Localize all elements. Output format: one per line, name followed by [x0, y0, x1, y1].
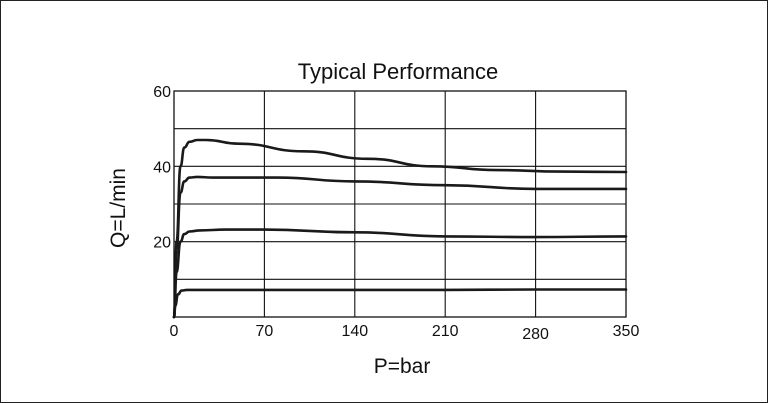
y-tick-label: 40 — [153, 159, 171, 176]
x-tick-label: 70 — [256, 323, 274, 340]
y-tick-label: 60 — [153, 84, 171, 101]
x-tick-label: 350 — [613, 323, 640, 340]
x-tick-label: 140 — [341, 323, 368, 340]
y-tick-label: 20 — [153, 235, 171, 252]
x-tick-label: 0 — [170, 323, 179, 340]
x-axis-label: P=bar — [374, 355, 431, 378]
series-line-4 — [172, 288, 628, 319]
grid — [174, 91, 626, 317]
tick-labels: 0 70 140 210 280 350 20 40 60 — [153, 84, 639, 343]
series-line-2 — [172, 175, 628, 319]
series-lines — [172, 138, 628, 319]
plot-border — [173, 90, 627, 318]
x-tick-label: 210 — [432, 323, 459, 340]
series-line-1 — [172, 138, 628, 319]
series-line-3 — [172, 228, 628, 319]
y-axis-label: Q=L/min — [107, 168, 130, 248]
x-tick-label: 280 — [522, 326, 549, 343]
chart-title: Typical Performance — [298, 59, 499, 84]
